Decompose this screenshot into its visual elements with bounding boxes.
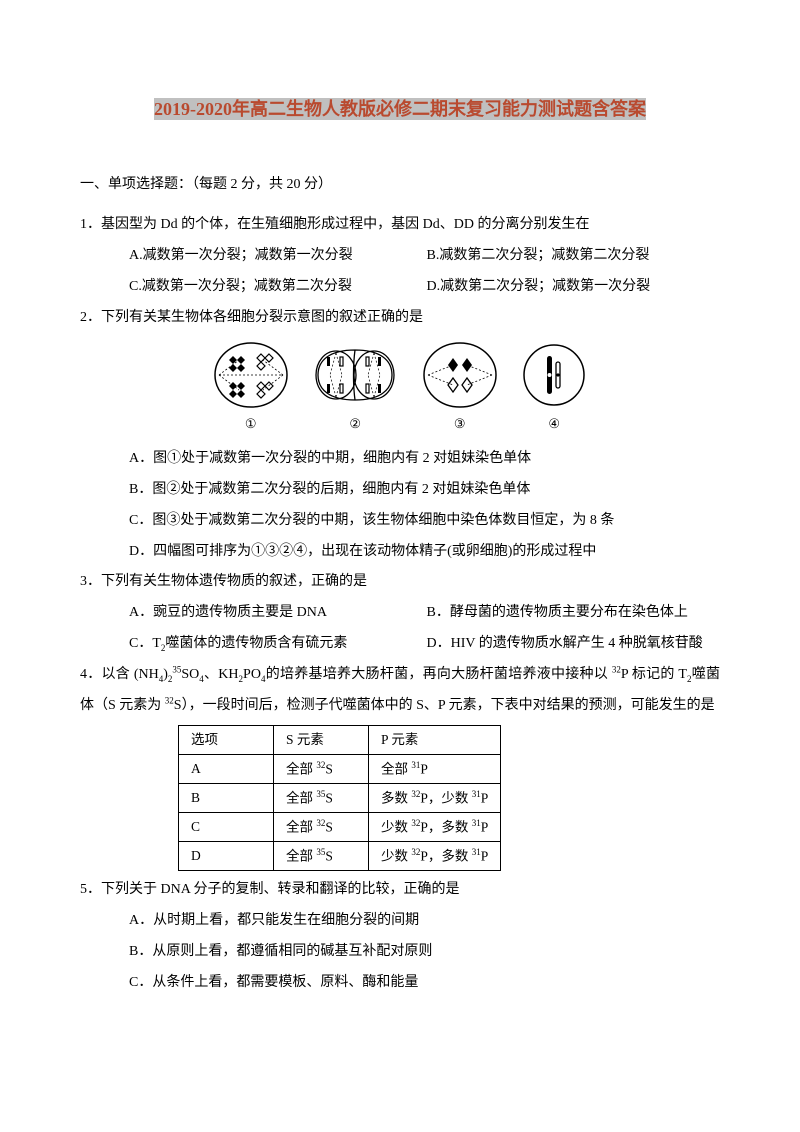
table-row: D 全部 35S 少数 32P，多数 31P [179, 842, 501, 871]
cell-label-1: ① [211, 410, 291, 439]
title-year: 2019-2020 [154, 98, 232, 120]
page-container: 2019-2020年高二生物人教版必修二期末复习能力测试题含答案 一、单项选择题… [0, 0, 800, 1039]
q3-option-b: B．酵母菌的遗传物质主要分布在染色体上 [427, 598, 721, 629]
q2-option-d: D．四幅图可排序为①③②④，出现在该动物体精子(或卵细胞)的形成过程中 [129, 537, 720, 568]
q1-option-b: B.减数第二次分裂；减数第二次分裂 [427, 241, 721, 272]
question-5-options: A．从时期上看，都只能发生在细胞分裂的间期 B．从原则上看，都遵循相同的碱基互补… [129, 906, 720, 998]
cell-label-3: ③ [420, 410, 500, 439]
question-2-diagram: ① [80, 340, 720, 439]
q5-option-a: A．从时期上看，都只能发生在细胞分裂的间期 [129, 906, 720, 937]
q1-option-c: C.减数第一次分裂；减数第二次分裂 [129, 272, 423, 303]
question-2-stem: 2．下列有关某生物体各细胞分裂示意图的叙述正确的是 [80, 303, 720, 334]
q5-option-b: B．从原则上看，都遵循相同的碱基互补配对原则 [129, 937, 720, 968]
question-4-table: 选项 S 元素 P 元素 A 全部 32S 全部 31P B 全部 35S 多数… [178, 725, 501, 871]
cell-label-2: ② [310, 410, 400, 439]
question-4-stem: 4．以含 (NH4)235SO4、KH2PO4的培养基培养大肠杆菌，再向大肠杆菌… [80, 660, 720, 722]
title-text: 年高二生物人教版必修二期末复习能力测试题含答案 [232, 98, 646, 120]
question-2-options: A．图①处于减数第一次分裂的中期，细胞内有 2 对姐妹染色单体 B．图②处于减数… [129, 444, 720, 567]
q2-option-a: A．图①处于减数第一次分裂的中期，细胞内有 2 对姐妹染色单体 [129, 444, 720, 475]
question-3-stem: 3．下列有关生物体遗传物质的叙述，正确的是 [80, 567, 720, 598]
q5-option-c: C．从条件上看，都需要模板、原料、酶和能量 [129, 968, 720, 999]
q3-option-c: C．T2噬菌体的遗传物质含有硫元素 [129, 629, 423, 660]
q3-option-a: A．豌豆的遗传物质主要是 DNA [129, 598, 423, 629]
cell-diagram-3: ③ [420, 340, 500, 439]
q2-option-b: B．图②处于减数第二次分裂的后期，细胞内有 2 对姐妹染色单体 [129, 475, 720, 506]
section-1-header: 一、单项选择题：（每题 2 分，共 20 分） [80, 170, 720, 201]
table-header-s: S 元素 [274, 726, 369, 755]
question-1-options: A.减数第一次分裂；减数第一次分裂 B.减数第二次分裂；减数第二次分裂 C.减数… [129, 241, 720, 303]
table-header-option: 选项 [179, 726, 274, 755]
cell-diagram-4: ④ [519, 340, 589, 439]
table-row: B 全部 35S 多数 32P，少数 31P [179, 784, 501, 813]
table-header-row: 选项 S 元素 P 元素 [179, 726, 501, 755]
table-row: C 全部 32S 少数 32P，多数 31P [179, 813, 501, 842]
cell-diagram-1: ① [211, 340, 291, 439]
cell-label-4: ④ [519, 410, 589, 439]
table-header-p: P 元素 [369, 726, 501, 755]
question-3-options: A．豌豆的遗传物质主要是 DNA B．酵母菌的遗传物质主要分布在染色体上 C．T… [129, 598, 720, 660]
q1-option-d: D.减数第二次分裂；减数第一次分裂 [427, 272, 721, 303]
table-row: A 全部 32S 全部 31P [179, 754, 501, 783]
question-5-stem: 5．下列关于 DNA 分子的复制、转录和翻译的比较，正确的是 [80, 875, 720, 906]
q3-option-d: D．HIV 的遗传物质水解产生 4 种脱氧核苷酸 [427, 629, 721, 660]
cell-diagram-2: ② [310, 340, 400, 439]
q1-option-a: A.减数第一次分裂；减数第一次分裂 [129, 241, 423, 272]
document-title: 2019-2020年高二生物人教版必修二期末复习能力测试题含答案 [80, 90, 720, 130]
q2-option-c: C．图③处于减数第二次分裂的中期，该生物体细胞中染色体数目恒定，为 8 条 [129, 506, 720, 537]
question-1-stem: 1．基因型为 Dd 的个体，在生殖细胞形成过程中，基因 Dd、DD 的分离分别发… [80, 210, 720, 241]
